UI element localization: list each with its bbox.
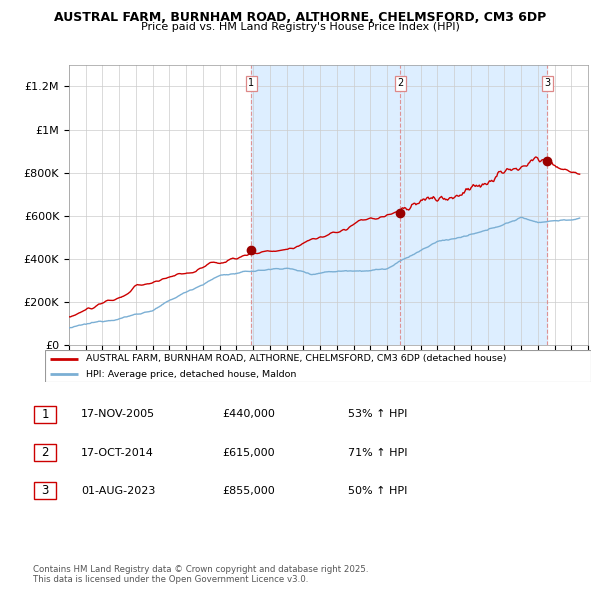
Text: 1: 1 bbox=[41, 408, 49, 421]
Text: £440,000: £440,000 bbox=[222, 409, 275, 419]
Text: 53% ↑ HPI: 53% ↑ HPI bbox=[348, 409, 407, 419]
Text: £615,000: £615,000 bbox=[222, 448, 275, 457]
Text: 17-NOV-2005: 17-NOV-2005 bbox=[81, 409, 155, 419]
Text: 2: 2 bbox=[41, 446, 49, 459]
Text: £855,000: £855,000 bbox=[222, 486, 275, 496]
Text: HPI: Average price, detached house, Maldon: HPI: Average price, detached house, Mald… bbox=[86, 370, 296, 379]
Text: Price paid vs. HM Land Registry's House Price Index (HPI): Price paid vs. HM Land Registry's House … bbox=[140, 22, 460, 32]
Bar bbox=[251, 65, 547, 345]
Text: 01-AUG-2023: 01-AUG-2023 bbox=[81, 486, 155, 496]
Text: 50% ↑ HPI: 50% ↑ HPI bbox=[348, 486, 407, 496]
FancyBboxPatch shape bbox=[34, 444, 56, 461]
Text: AUSTRAL FARM, BURNHAM ROAD, ALTHORNE, CHELMSFORD, CM3 6DP: AUSTRAL FARM, BURNHAM ROAD, ALTHORNE, CH… bbox=[54, 11, 546, 24]
Text: 3: 3 bbox=[544, 78, 551, 88]
Text: 71% ↑ HPI: 71% ↑ HPI bbox=[348, 448, 407, 457]
Text: 1: 1 bbox=[248, 78, 254, 88]
Text: AUSTRAL FARM, BURNHAM ROAD, ALTHORNE, CHELMSFORD, CM3 6DP (detached house): AUSTRAL FARM, BURNHAM ROAD, ALTHORNE, CH… bbox=[86, 355, 506, 363]
Text: 3: 3 bbox=[41, 484, 49, 497]
FancyBboxPatch shape bbox=[34, 406, 56, 422]
Text: 2: 2 bbox=[397, 78, 403, 88]
Text: Contains HM Land Registry data © Crown copyright and database right 2025.
This d: Contains HM Land Registry data © Crown c… bbox=[33, 565, 368, 584]
FancyBboxPatch shape bbox=[34, 483, 56, 499]
Text: 17-OCT-2014: 17-OCT-2014 bbox=[81, 448, 154, 457]
